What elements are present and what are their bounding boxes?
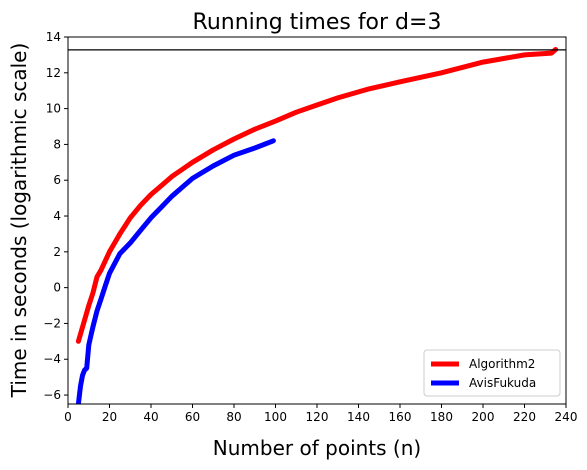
y-tick-label: 6 [53,173,61,187]
y-tick-label: −2 [43,316,61,330]
y-tick-label: −6 [43,388,61,402]
y-tick-label: 10 [46,102,61,116]
legend: Algorithm2 AvisFukuda [423,349,561,397]
x-tick-label: 180 [430,410,453,424]
series-line-algorithm2 [75,47,559,344]
x-tick-label: 220 [513,410,536,424]
x-tick-label: 100 [264,410,287,424]
y-tick-label: 12 [46,66,61,80]
x-tick-label: 40 [143,410,158,424]
y-axis-ticks: −6 −4 −2 0 2 4 6 8 10 12 14 [43,30,68,402]
legend-label-avisfukuda: AvisFukuda [469,376,536,390]
chart-title: Running times for d=3 [193,10,442,35]
y-tick-label: 0 [53,281,61,295]
x-tick-label: 80 [226,410,241,424]
y-tick-label: 2 [53,245,61,259]
x-axis-title: Number of points (n) [213,436,421,460]
y-axis-title: Time in seconds (logarithmic scale) [7,43,31,399]
y-tick-label: 14 [46,30,61,44]
x-tick-label: 20 [102,410,117,424]
x-axis-ticks: 0 20 40 60 80 100 120 140 160 180 200 220 240 [64,404,577,424]
series-layer [75,47,559,404]
x-tick-label: 60 [185,410,200,424]
x-tick-label: 0 [64,410,72,424]
series-line-avisfukuda [75,138,276,404]
x-tick-label: 140 [347,410,370,424]
x-tick-label: 120 [306,410,329,424]
x-tick-label: 200 [472,410,495,424]
legend-label-algorithm2: Algorithm2 [469,357,535,371]
x-tick-label: 240 [555,410,578,424]
y-tick-label: 8 [53,137,61,151]
y-tick-label: −4 [43,352,61,366]
y-tick-label: 4 [53,209,61,223]
plot-frame [67,36,567,405]
x-tick-label: 160 [389,410,412,424]
